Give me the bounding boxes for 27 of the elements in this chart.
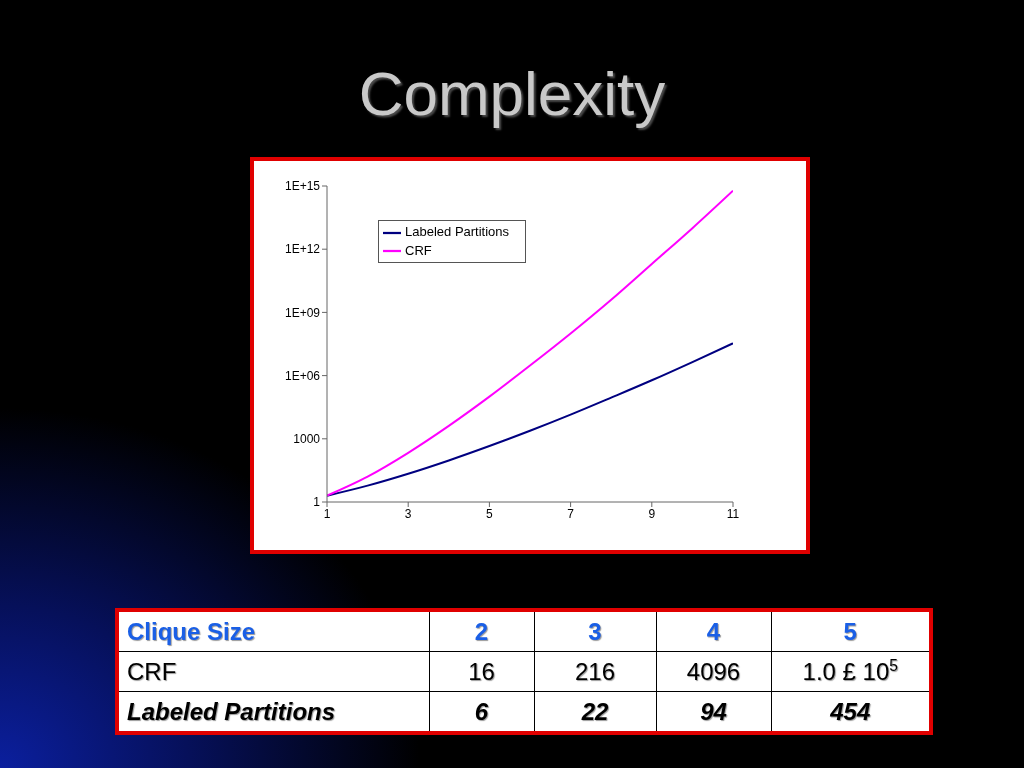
- x-tick-label: 3: [534, 612, 656, 652]
- x-tick-label: 1: [323, 506, 331, 521]
- legend-label: Labeled Partitions: [405, 224, 510, 239]
- annotation: 1.0 £ 10$^{5}$: [771, 651, 929, 692]
- data-label: 454: [771, 691, 929, 731]
- y-tick-label: 1E+09: [284, 305, 321, 320]
- x-tick-label: 4: [656, 612, 771, 652]
- chart-title: Complexity: [357, 58, 667, 129]
- data-label: 4096: [656, 651, 771, 692]
- x-axis-title: Clique Size: [119, 612, 429, 652]
- y-tick-label: 1: [313, 495, 321, 510]
- data-label: 6: [429, 691, 534, 731]
- y-tick-label: 1E+06: [284, 368, 321, 383]
- x-tick-label: 7: [567, 506, 575, 521]
- x-tick-label: 3: [404, 506, 412, 521]
- data-label: 94: [656, 691, 771, 731]
- y-tick-label: 1E+12: [284, 242, 321, 257]
- data-label: 16: [429, 651, 534, 692]
- x-tick-label: 11: [726, 506, 740, 521]
- data-label: 216: [534, 651, 656, 692]
- x-tick-label: 2: [429, 612, 534, 652]
- data-label: 22: [534, 691, 656, 731]
- y-tick-label: 1E+15: [284, 179, 321, 194]
- y-tick-label: 1000: [293, 432, 321, 447]
- x-tick-label: 9: [648, 506, 656, 521]
- x-tick-label: 5: [771, 612, 929, 652]
- x-tick-label: 5: [486, 506, 494, 521]
